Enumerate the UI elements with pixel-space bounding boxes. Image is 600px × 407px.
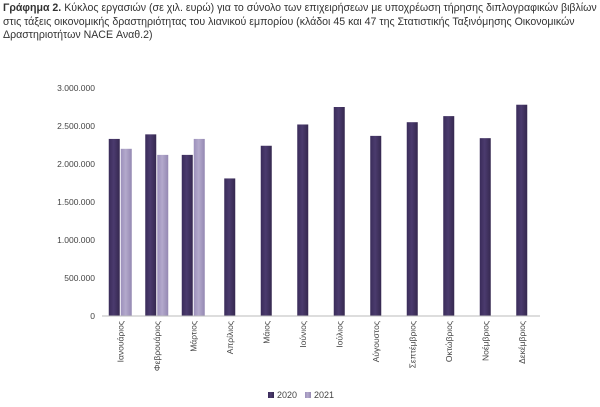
- x-tick-label: Αύγουστος: [371, 321, 381, 362]
- x-tick-label: Φεβρουάριος: [152, 321, 162, 371]
- legend: 2020 2021: [268, 390, 334, 400]
- x-tick-label: Απρίλιος: [225, 321, 235, 354]
- bar-2020-12: [516, 104, 528, 316]
- legend-label-2021: 2021: [314, 390, 334, 400]
- x-axis: Ιανουάριος Φεβρουάριος Μάρτιος Απρίλιος Μάιο…: [102, 315, 540, 371]
- bar-2020-10: [443, 116, 455, 317]
- legend-swatch-2020: [268, 392, 274, 398]
- x-tick-label: Ιούνιος: [298, 321, 308, 348]
- legend-label-2020: 2020: [277, 390, 297, 400]
- legend-swatch-2021: [305, 392, 311, 398]
- bar-2020-6: [297, 124, 309, 316]
- y-tick-label: 0: [90, 311, 95, 321]
- bar-2020-11: [479, 138, 491, 316]
- bar-2020-7: [333, 107, 345, 316]
- y-tick-label: 1.000.000: [57, 235, 95, 245]
- bar-2020-4: [224, 178, 236, 316]
- bar-2020-3: [181, 154, 193, 316]
- caption-text: Κύκλος εργασιών (σε χιλ. ευρώ) για το σύ…: [3, 2, 597, 41]
- x-tick-label: Μάιος: [261, 321, 271, 344]
- bar-2021-3: [193, 138, 205, 316]
- bar-2020-2: [145, 134, 157, 316]
- bar-2020-8: [370, 135, 382, 316]
- y-axis: 0 500.000 1.000.000 1.500.000 2.000.000 2.500…: [57, 83, 95, 321]
- x-tick-label: Οκτώβριος: [444, 321, 454, 362]
- bars: [108, 104, 528, 317]
- y-tick-label: 2.000.000: [57, 159, 95, 169]
- x-tick-label: Νοέμβριος: [480, 321, 490, 361]
- bar-2021-1: [120, 148, 132, 316]
- bar-2020-1: [108, 138, 120, 316]
- chart-caption: Γράφημα 2. Κύκλος εργασιών (σε χιλ. ευρώ…: [3, 2, 597, 43]
- y-tick-label: 3.000.000: [57, 83, 95, 93]
- x-tick-label: Μάρτιος: [188, 321, 198, 352]
- bar-2020-9: [406, 122, 418, 316]
- x-tick-label: Σεπτέμβριος: [407, 321, 417, 368]
- bar-2020-5: [260, 145, 272, 316]
- caption-label: Γράφημα 2.: [3, 2, 62, 14]
- y-tick-label: 500.000: [64, 273, 95, 283]
- x-tick-label: Ιανουάριος: [115, 321, 125, 362]
- x-tick-label: Ιούλιος: [334, 321, 344, 348]
- y-tick-label: 2.500.000: [57, 121, 95, 131]
- x-tick-label: Δεκέμβριος: [517, 321, 527, 364]
- y-tick-label: 1.500.000: [57, 197, 95, 207]
- bar-2021-2: [157, 154, 169, 316]
